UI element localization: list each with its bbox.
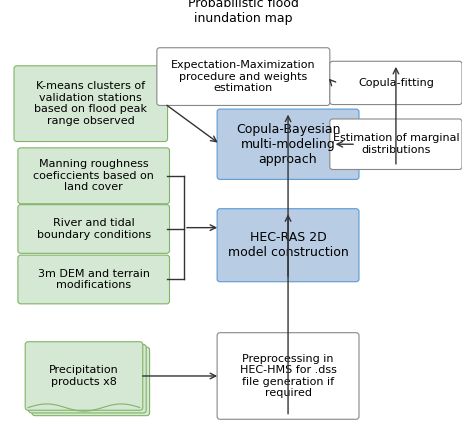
FancyBboxPatch shape [157, 48, 330, 105]
Text: K-means clusters of
validation stations
based on flood peak
range observed: K-means clusters of validation stations … [34, 81, 147, 126]
Text: Manning roughness
coeficcients based on
land cover: Manning roughness coeficcients based on … [33, 159, 154, 192]
Text: Preprocessing in
HEC-HMS for .dss
file generation if
required: Preprocessing in HEC-HMS for .dss file g… [240, 354, 337, 398]
Text: Copula-fitting: Copula-fitting [358, 78, 434, 88]
FancyBboxPatch shape [28, 344, 146, 413]
Text: Expectation-Maximization
procedure and weights
estimation: Expectation-Maximization procedure and w… [171, 60, 316, 93]
FancyBboxPatch shape [14, 66, 167, 142]
Ellipse shape [166, 0, 320, 38]
FancyBboxPatch shape [18, 148, 170, 204]
FancyBboxPatch shape [32, 347, 150, 416]
Text: Precipitation
products x8: Precipitation products x8 [49, 365, 119, 387]
Polygon shape [28, 400, 140, 408]
Text: 3m DEM and terrain
modifications: 3m DEM and terrain modifications [38, 269, 150, 290]
Text: River and tidal
boundary conditions: River and tidal boundary conditions [36, 218, 151, 240]
Text: Copula-Bayesian
multi-modeling
approach: Copula-Bayesian multi-modeling approach [236, 123, 340, 166]
FancyBboxPatch shape [217, 209, 359, 282]
FancyBboxPatch shape [25, 342, 143, 410]
FancyBboxPatch shape [217, 333, 359, 419]
FancyBboxPatch shape [217, 109, 359, 179]
FancyBboxPatch shape [18, 205, 170, 253]
FancyBboxPatch shape [330, 61, 462, 105]
Text: HEC-RAS 2D
model construction: HEC-RAS 2D model construction [228, 231, 348, 259]
Text: Probabilistic flood
inundation map: Probabilistic flood inundation map [188, 0, 299, 25]
Text: Estimation of marginal
distributions: Estimation of marginal distributions [333, 134, 459, 155]
FancyBboxPatch shape [18, 255, 170, 304]
FancyBboxPatch shape [330, 119, 462, 170]
